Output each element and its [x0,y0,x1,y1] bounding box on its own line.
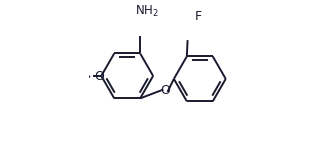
Text: F: F [195,10,202,23]
Text: O: O [95,70,104,83]
Text: O: O [161,84,170,97]
Text: NH$_2$: NH$_2$ [134,4,158,19]
